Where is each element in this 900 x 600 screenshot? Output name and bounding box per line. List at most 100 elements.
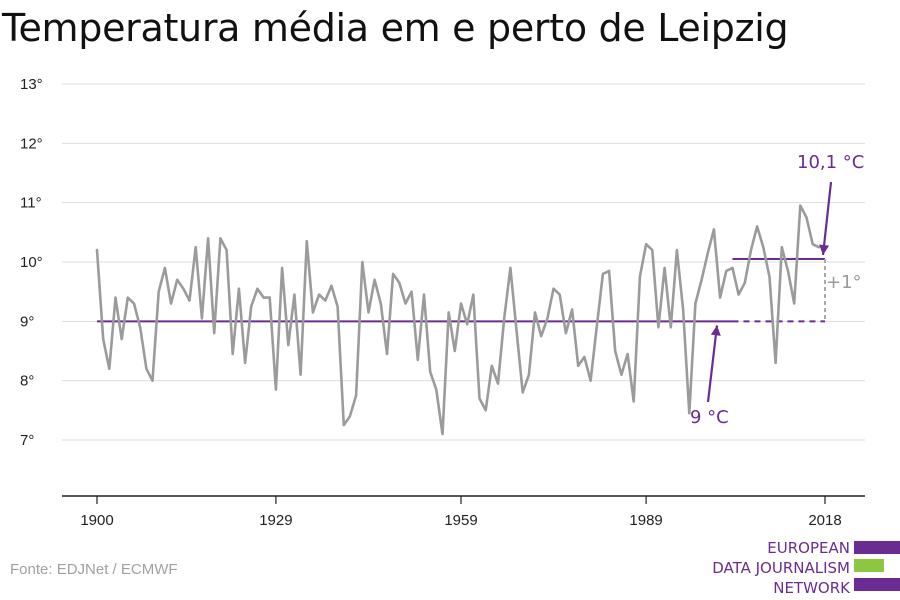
data-point — [429, 371, 432, 374]
data-point — [306, 240, 309, 243]
data-point — [293, 293, 296, 296]
annotation-10-1c: 10,1 °C — [797, 152, 864, 173]
data-point — [805, 216, 808, 219]
data-point — [219, 237, 222, 240]
data-point — [546, 317, 549, 320]
data-point — [102, 338, 105, 341]
data-point — [164, 267, 167, 270]
data-point — [417, 359, 420, 362]
y-tick-label: 11° — [20, 195, 42, 212]
data-point — [645, 243, 648, 246]
data-point — [120, 338, 123, 341]
y-tick-label: 10° — [20, 254, 43, 271]
logo-bar-green — [854, 559, 884, 572]
data-point — [676, 249, 679, 252]
data-point — [336, 305, 339, 308]
data-point — [213, 332, 216, 335]
x-tick-label: 1959 — [444, 512, 477, 529]
data-point — [201, 317, 204, 320]
data-point — [534, 311, 537, 314]
data-point — [744, 282, 747, 285]
data-point — [811, 243, 814, 246]
data-point — [151, 379, 154, 382]
data-point — [170, 302, 173, 305]
data-point — [768, 276, 771, 279]
data-point — [145, 368, 148, 371]
data-point — [139, 326, 142, 329]
data-point — [250, 305, 253, 308]
data-point — [312, 311, 315, 314]
y-tick-label: 12° — [20, 135, 43, 152]
data-point — [577, 365, 580, 368]
logo-text: EUROPEAN DATA JOURNALISM NETWORK — [712, 538, 850, 598]
grid-lines — [62, 83, 865, 441]
data-point — [657, 326, 660, 329]
data-point — [818, 246, 821, 249]
data-point — [565, 332, 568, 335]
annotation-plus-one: +1° — [826, 272, 862, 293]
data-point — [626, 353, 629, 356]
data-point — [96, 249, 99, 252]
data-point — [521, 391, 524, 394]
data-point — [484, 409, 487, 412]
data-point — [558, 293, 561, 296]
y-tick-label: 8° — [20, 373, 34, 390]
data-point — [133, 302, 136, 305]
logo-bar-purple-bottom — [854, 578, 900, 591]
data-point — [114, 296, 117, 299]
data-point — [602, 273, 605, 276]
data-point — [528, 373, 531, 376]
data-point — [682, 308, 685, 311]
data-point — [349, 415, 352, 418]
data-point — [318, 293, 321, 296]
data-point — [719, 296, 722, 299]
x-tick-label: 1989 — [629, 512, 662, 529]
data-point — [386, 353, 389, 356]
data-point — [324, 299, 327, 302]
data-point — [651, 249, 654, 252]
data-point — [589, 379, 592, 382]
data-point — [509, 267, 512, 270]
data-point — [639, 276, 642, 279]
annotation-9c: 9 °C — [690, 407, 729, 428]
data-point — [447, 311, 450, 314]
logo-line-3: NETWORK — [773, 579, 850, 597]
y-tick-label: 13° — [20, 76, 43, 93]
data-point — [188, 299, 191, 302]
data-point — [472, 293, 475, 296]
data-point — [614, 350, 617, 353]
data-point — [762, 246, 765, 249]
x-axis: 1900 1929 1959 1989 2018 — [62, 495, 865, 529]
data-point — [583, 356, 586, 359]
data-point — [108, 368, 111, 371]
data-point — [410, 290, 413, 293]
data-point — [694, 302, 697, 305]
data-point — [466, 323, 469, 326]
data-point — [355, 394, 358, 397]
data-point — [737, 293, 740, 296]
logo-bar-purple-top — [854, 541, 900, 554]
arrow-10-1c-head — [819, 244, 830, 256]
data-point — [552, 287, 555, 290]
data-point — [392, 273, 395, 276]
data-point — [725, 270, 728, 273]
y-tick-labels: 7° 8° 9° 10° 11° 12° 13° — [20, 76, 43, 449]
data-point — [750, 249, 753, 252]
data-point — [460, 302, 463, 305]
data-point — [713, 228, 716, 231]
data-point — [404, 302, 407, 305]
data-point — [194, 246, 197, 249]
data-point — [182, 287, 185, 290]
data-point — [244, 362, 247, 365]
edjnet-logo: EUROPEAN DATA JOURNALISM NETWORK — [700, 538, 900, 598]
logo-line-1: EUROPEAN — [767, 539, 850, 557]
data-point — [225, 249, 228, 252]
page-title: Temperatura média em e perto de Leipzig — [2, 6, 789, 50]
data-point — [441, 433, 444, 436]
temperature-chart: 7°8°9°10°11°12°13° 1900 1929 1959 1989 2018 … — [20, 76, 865, 529]
data-point — [491, 365, 494, 368]
data-point — [707, 252, 710, 255]
data-point — [781, 246, 784, 249]
data-point — [268, 296, 271, 299]
data-point — [275, 388, 278, 391]
